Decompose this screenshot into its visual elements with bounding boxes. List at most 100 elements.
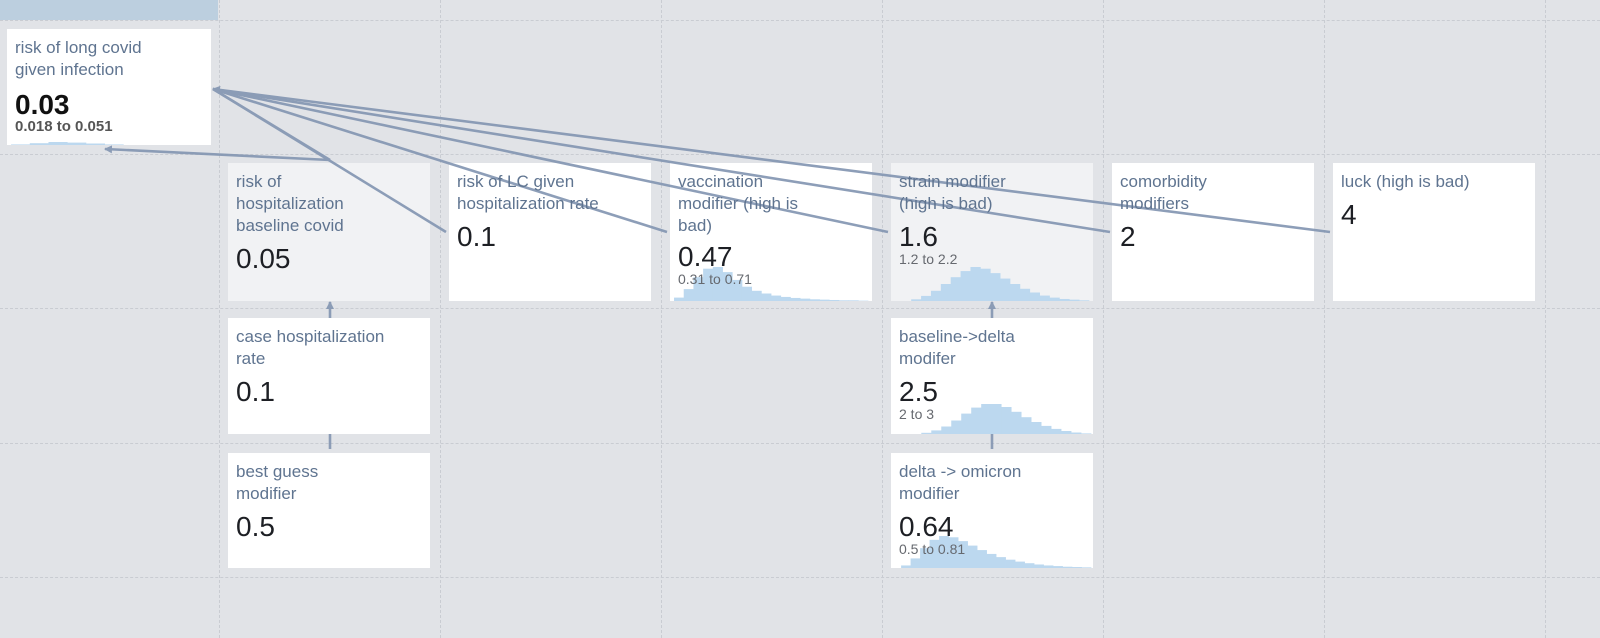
- histogram: [921, 404, 1092, 434]
- histogram-bar: [693, 277, 704, 301]
- cell-range: 0.018 to 0.051: [15, 118, 113, 135]
- histogram-bar: [1005, 559, 1016, 568]
- histogram-bar: [1015, 561, 1025, 568]
- grid-line: [1324, 0, 1325, 638]
- cell-case-hospitalization-rate[interactable]: case hospitalization rate 0.1: [228, 318, 430, 434]
- histogram-bar: [790, 297, 801, 301]
- histogram-bar: [1051, 428, 1062, 434]
- cell-comorbidity-modifiers[interactable]: comorbidity modifiers 2: [1112, 163, 1314, 301]
- cell-name: strain modifier (high is bad): [899, 172, 1006, 213]
- histogram-bar: [838, 300, 849, 301]
- histogram-bar: [990, 273, 1001, 301]
- histogram-bar: [1000, 278, 1011, 301]
- histogram-bar: [958, 541, 968, 568]
- histogram-bar: [960, 271, 971, 301]
- cell-name: risk of long covid given infection: [15, 38, 142, 79]
- histogram-bar: [910, 558, 921, 568]
- cell-delta-omicron-modifier[interactable]: delta -> omicron modifier 0.64 0.5 to 0.…: [891, 453, 1093, 568]
- histogram-bar: [1081, 567, 1092, 568]
- histogram-bar: [911, 299, 922, 301]
- histogram-bar: [751, 290, 762, 301]
- histogram-bar: [829, 299, 840, 301]
- histogram-bar: [1071, 567, 1082, 568]
- cell-risk-hospitalization-baseline[interactable]: risk of hospitalization baseline covid 0…: [228, 163, 430, 301]
- histogram-bar: [1079, 300, 1090, 301]
- histogram-bar: [930, 290, 942, 301]
- histogram-bar: [732, 279, 743, 301]
- histogram-bar: [931, 430, 942, 434]
- histogram-bar: [712, 267, 723, 301]
- histogram-bar: [1069, 299, 1080, 301]
- histogram-bar: [1041, 425, 1052, 434]
- cell-value: 2.5: [899, 376, 938, 407]
- histogram-bar: [929, 539, 940, 568]
- cell-risk-long-covid[interactable]: risk of long covid given infection 0.03 …: [7, 29, 211, 145]
- histogram-bar: [1061, 431, 1072, 434]
- grid-line: [882, 0, 883, 638]
- histogram-bar: [761, 293, 772, 301]
- grid-line: [1545, 0, 1546, 638]
- histogram-bar: [848, 300, 859, 301]
- histogram-bar: [800, 298, 811, 301]
- grid-line: [0, 308, 1600, 309]
- histogram-bar: [961, 413, 972, 434]
- histogram-bar: [809, 299, 820, 301]
- cell-value: 0.5: [236, 511, 275, 542]
- cell-range: 2 to 3: [899, 406, 935, 422]
- cell-value: 0.1: [457, 221, 496, 252]
- cell-name: baseline->delta modifer: [899, 327, 1015, 368]
- histogram-bar: [1011, 411, 1022, 434]
- histogram-bar: [1059, 298, 1070, 301]
- histogram-bar: [771, 295, 782, 301]
- cell-name: best guess modifier: [236, 462, 319, 503]
- cell-range: 0.5 to 0.81: [899, 541, 966, 557]
- histogram-bar: [991, 404, 1002, 434]
- histogram-bar: [683, 289, 694, 301]
- cell-vaccination-modifier[interactable]: vaccination modifier (high is bad) 0.47 …: [670, 163, 872, 301]
- cell-strain-modifier[interactable]: strain modifier (high is bad) 1.6 1.2 to…: [891, 163, 1093, 301]
- histogram-bar: [939, 536, 949, 568]
- histogram-bar: [1049, 297, 1060, 301]
- histogram-bar: [11, 144, 31, 145]
- cell-name: vaccination modifier (high is bad): [678, 172, 798, 235]
- cell-value: 0.1: [236, 376, 275, 407]
- histogram-bar: [951, 420, 962, 434]
- cell-name: delta -> omicron modifier: [899, 462, 1022, 503]
- histogram: [674, 267, 869, 301]
- histogram-bar: [977, 550, 987, 568]
- cell-name: risk of LC given hospitalization rate: [457, 172, 599, 213]
- histogram-bar: [1009, 284, 1021, 301]
- cell-risk-lc-given-hospitalization[interactable]: risk of LC given hospitalization rate 0.…: [449, 163, 651, 301]
- histogram-bar: [1024, 563, 1035, 568]
- top-bar[interactable]: [0, 0, 218, 20]
- cell-name: luck (high is bad): [1341, 172, 1470, 191]
- histogram-bar: [981, 404, 992, 434]
- histogram-bar: [1039, 295, 1050, 301]
- cell-best-guess-modifier[interactable]: best guess modifier 0.5: [228, 453, 430, 568]
- histogram-bar: [1019, 288, 1031, 301]
- histogram-bar: [986, 553, 997, 568]
- cell-value: 1.6: [899, 221, 938, 252]
- histogram-bar: [948, 537, 959, 568]
- histogram: [11, 142, 124, 145]
- histogram-bar: [1029, 292, 1040, 301]
- cell-value: 4: [1341, 199, 1357, 230]
- histogram-bar: [967, 545, 978, 568]
- grid-line: [0, 20, 1600, 21]
- cell-baseline-delta-modifier[interactable]: baseline->delta modifer 2.5 2 to 3: [891, 318, 1093, 434]
- histogram-bar: [1001, 407, 1012, 434]
- histogram-bar: [1062, 566, 1073, 568]
- cell-value: 0.03: [15, 89, 70, 120]
- histogram-bar: [901, 565, 911, 568]
- histogram-bar: [920, 548, 930, 568]
- histogram-bar: [1071, 432, 1082, 434]
- histogram-bar: [819, 299, 830, 301]
- cell-value: 0.05: [236, 243, 291, 274]
- cell-name: risk of hospitalization baseline covid: [236, 172, 344, 235]
- cell-luck[interactable]: luck (high is bad) 4: [1333, 163, 1535, 301]
- histogram-bar: [1021, 417, 1032, 434]
- cell-value: 0.64: [899, 511, 954, 542]
- histogram-bar: [921, 295, 932, 301]
- cell-name: case hospitalization rate: [236, 327, 385, 368]
- histogram-bar: [703, 268, 714, 301]
